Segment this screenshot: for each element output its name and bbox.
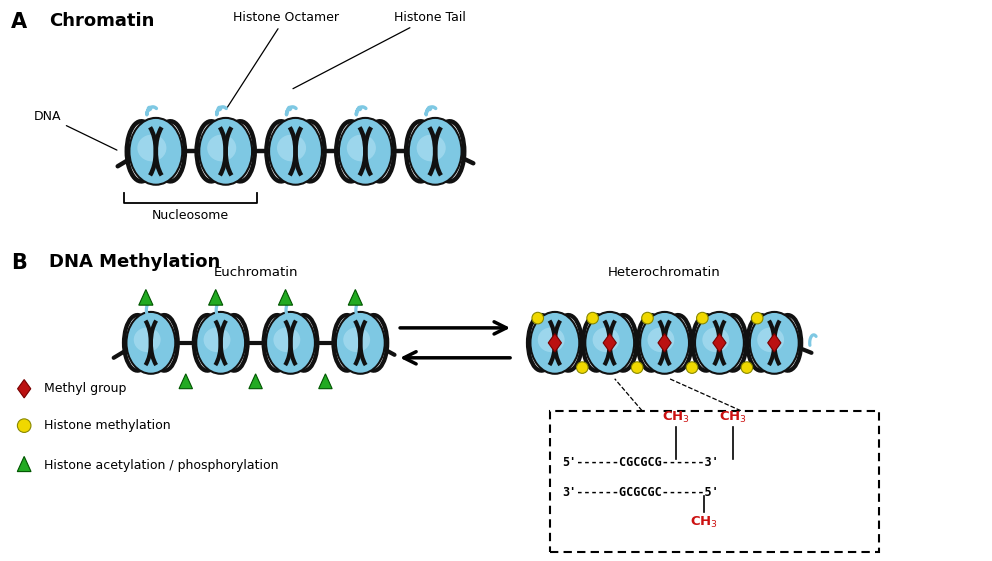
Ellipse shape [757,328,784,352]
Ellipse shape [207,135,236,162]
Ellipse shape [266,312,314,374]
Ellipse shape [695,312,744,374]
Text: CH$_3$: CH$_3$ [662,410,690,425]
Ellipse shape [642,312,654,324]
Ellipse shape [203,328,230,352]
Ellipse shape [18,419,31,433]
Ellipse shape [751,312,763,324]
Text: Histone methylation: Histone methylation [44,419,171,432]
Ellipse shape [137,135,167,162]
Text: A: A [11,12,28,31]
Ellipse shape [347,135,376,162]
Polygon shape [603,334,616,352]
Text: Histone acetylation / phosphorylation: Histone acetylation / phosphorylation [44,459,279,472]
Ellipse shape [686,362,697,374]
Ellipse shape [538,328,564,352]
Text: Histone Octamer: Histone Octamer [227,11,338,108]
Ellipse shape [343,328,370,352]
Polygon shape [279,289,293,305]
Ellipse shape [199,118,252,185]
Ellipse shape [339,118,392,185]
Ellipse shape [269,118,322,185]
Text: CH$_3$: CH$_3$ [690,514,718,530]
Text: Chromatin: Chromatin [50,12,155,30]
Ellipse shape [592,328,619,352]
Ellipse shape [277,135,307,162]
Polygon shape [179,374,192,389]
Polygon shape [18,380,31,398]
Polygon shape [318,374,332,389]
Text: 5'------CGCGCG------3': 5'------CGCGCG------3' [561,456,718,469]
Polygon shape [208,289,223,305]
Ellipse shape [417,135,445,162]
Ellipse shape [631,362,643,374]
Ellipse shape [336,312,385,374]
Text: CH$_3$: CH$_3$ [719,410,747,425]
Text: Methyl group: Methyl group [44,382,127,396]
Polygon shape [713,334,726,352]
Polygon shape [768,334,781,352]
Polygon shape [658,334,672,352]
Ellipse shape [696,312,708,324]
Ellipse shape [409,118,461,185]
Ellipse shape [585,312,634,374]
Ellipse shape [196,312,245,374]
Ellipse shape [531,312,579,374]
Ellipse shape [640,312,689,374]
Polygon shape [249,374,262,389]
Text: Nucleosome: Nucleosome [152,209,229,222]
Text: DNA Methylation: DNA Methylation [50,253,220,271]
Ellipse shape [702,328,729,352]
Ellipse shape [741,362,753,374]
Text: DNA: DNA [34,110,117,150]
Text: 3'------GCGCGC------5': 3'------GCGCGC------5' [561,486,718,499]
Ellipse shape [750,312,799,374]
Ellipse shape [126,312,176,374]
FancyBboxPatch shape [550,411,879,553]
Text: Histone Tail: Histone Tail [293,11,466,89]
Text: B: B [11,253,27,273]
Text: Euchromatin: Euchromatin [213,266,298,279]
Ellipse shape [587,312,598,324]
Ellipse shape [576,362,588,374]
Ellipse shape [648,328,675,352]
Polygon shape [139,289,153,305]
Polygon shape [549,334,561,352]
Ellipse shape [129,118,183,185]
Text: Heterochromatin: Heterochromatin [608,266,721,279]
Ellipse shape [134,328,161,352]
Ellipse shape [532,312,544,324]
Polygon shape [348,289,362,305]
Polygon shape [17,457,31,472]
Ellipse shape [274,328,301,352]
